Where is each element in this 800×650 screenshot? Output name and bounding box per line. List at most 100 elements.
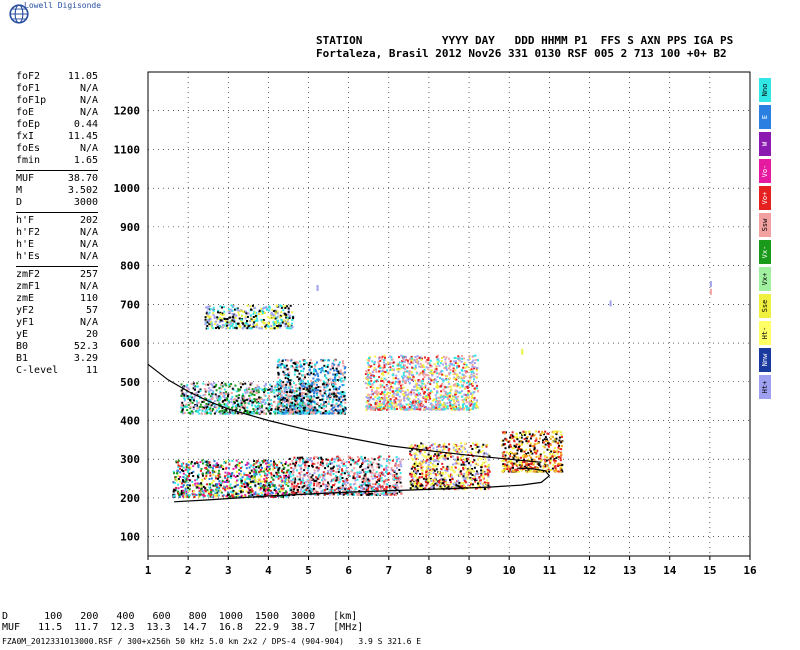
echo-point xyxy=(338,385,341,388)
echo-point xyxy=(205,402,208,405)
echo-point xyxy=(211,395,214,398)
echo-point xyxy=(366,394,369,397)
echo-point xyxy=(248,402,251,405)
echo-point xyxy=(196,478,199,481)
echo-point xyxy=(237,465,240,467)
echo-point xyxy=(437,483,440,486)
echo-point xyxy=(289,381,291,384)
echo-point xyxy=(275,471,278,474)
echo-point xyxy=(385,397,388,399)
echo-point xyxy=(465,408,468,411)
echo-point xyxy=(459,470,462,473)
echo-point xyxy=(326,397,329,400)
echo-point xyxy=(342,493,345,496)
echo-point xyxy=(355,492,358,494)
echo-point xyxy=(374,475,377,478)
echo-point xyxy=(201,472,204,475)
echo-point xyxy=(284,397,287,400)
echo-point xyxy=(515,468,518,471)
echo-point xyxy=(365,471,368,474)
param-value: 257 xyxy=(79,269,98,280)
echo-point xyxy=(218,395,221,398)
echo-point xyxy=(290,479,293,482)
echo-point xyxy=(554,460,557,462)
param-name: foE xyxy=(16,107,35,118)
echo-point xyxy=(234,404,237,407)
echo-point xyxy=(480,474,483,477)
echo-point xyxy=(213,382,216,384)
echo-point xyxy=(236,463,239,466)
echo-point xyxy=(316,456,319,459)
echo-point xyxy=(553,458,556,461)
echo-point xyxy=(236,475,239,477)
echo-point xyxy=(422,461,425,464)
echo-point xyxy=(467,469,470,472)
echo-point xyxy=(331,484,334,487)
echo-point xyxy=(535,437,538,440)
param-name: yE xyxy=(16,329,29,340)
echo-point xyxy=(542,439,544,442)
echo-point xyxy=(488,466,491,469)
echo-point xyxy=(240,466,243,469)
echo-point xyxy=(504,456,507,459)
echo-point xyxy=(394,486,397,489)
echo-point xyxy=(201,459,204,462)
echo-point xyxy=(303,402,306,405)
echo-point xyxy=(227,393,230,396)
echo-point xyxy=(509,451,512,454)
echo-point xyxy=(310,412,313,415)
echo-point xyxy=(224,399,227,401)
echo-point xyxy=(504,443,506,446)
echo-point xyxy=(181,391,184,394)
echo-point xyxy=(416,487,419,490)
echo-point xyxy=(454,357,457,359)
echo-point xyxy=(311,389,314,392)
echo-point xyxy=(336,409,339,412)
echo-point xyxy=(313,469,316,472)
echo-point xyxy=(361,483,364,486)
echo-point xyxy=(184,489,186,492)
echo-point xyxy=(552,431,555,434)
echo-point xyxy=(354,472,357,474)
echo-point xyxy=(539,457,542,460)
param-value: N/A xyxy=(79,95,98,106)
echo-point xyxy=(413,486,416,489)
echo-point xyxy=(289,487,291,490)
echo-point xyxy=(305,361,308,364)
echo-point xyxy=(296,398,299,401)
echo-point xyxy=(421,443,424,446)
echo-point xyxy=(396,368,398,371)
echo-point xyxy=(332,473,335,475)
echo-point xyxy=(332,492,335,495)
echo-point xyxy=(198,395,201,398)
echo-point xyxy=(217,476,220,479)
echo-point xyxy=(240,488,243,491)
echo-point xyxy=(465,481,468,484)
echo-point xyxy=(432,464,435,467)
echo-point xyxy=(260,491,263,494)
echo-point xyxy=(559,431,562,434)
echo-point xyxy=(192,399,195,402)
echo-point xyxy=(353,462,356,465)
echo-point xyxy=(206,489,209,492)
echo-point xyxy=(303,489,306,491)
echo-point xyxy=(253,462,256,465)
echo-point xyxy=(369,493,372,496)
echo-point xyxy=(555,437,558,440)
echo-point xyxy=(323,386,326,389)
echo-point xyxy=(284,472,287,475)
echo-point xyxy=(420,449,423,452)
echo-point xyxy=(318,456,321,459)
echo-point xyxy=(313,395,315,398)
echo-point xyxy=(223,384,226,386)
echo-point xyxy=(282,484,284,487)
echo-point xyxy=(382,473,385,476)
echo-point xyxy=(266,494,268,496)
echo-point xyxy=(554,451,557,453)
param-value: 0.44 xyxy=(73,119,98,130)
echo-point xyxy=(389,488,392,491)
echo-point xyxy=(413,398,416,401)
echo-point xyxy=(358,475,361,478)
echo-point xyxy=(376,489,379,492)
echo-point xyxy=(529,437,532,440)
